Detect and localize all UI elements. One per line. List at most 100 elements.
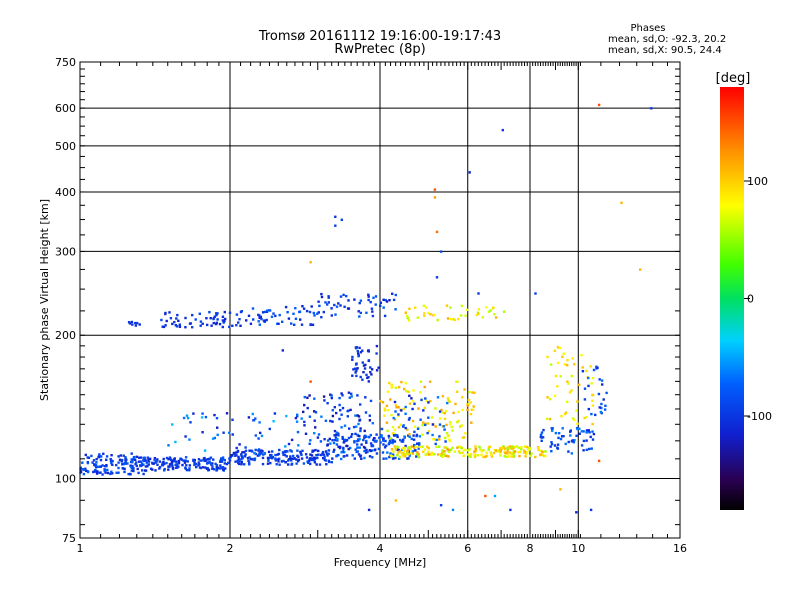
- data-point: [359, 429, 362, 433]
- data-point: [345, 454, 349, 457]
- data-point: [305, 309, 309, 313]
- data-point: [331, 420, 334, 423]
- data-point: [449, 306, 452, 309]
- data-point: [471, 408, 475, 411]
- data-point: [309, 380, 312, 383]
- data-point: [417, 455, 421, 459]
- data-point: [525, 445, 529, 449]
- data-point: [99, 458, 103, 462]
- data-point: [342, 446, 345, 450]
- data-point: [453, 318, 456, 322]
- data-point: [358, 346, 361, 350]
- data-point: [269, 456, 272, 459]
- data-point: [331, 439, 334, 442]
- data-point: [401, 440, 405, 443]
- data-point: [358, 434, 361, 438]
- data-point: [435, 230, 439, 234]
- data-point: [587, 429, 590, 432]
- data-point: [415, 433, 419, 437]
- data-point: [567, 382, 570, 385]
- data-point: [98, 471, 101, 474]
- data-point: [478, 445, 481, 449]
- x-tick-label: 8: [527, 542, 534, 555]
- data-point: [539, 433, 543, 436]
- data-point: [211, 467, 214, 470]
- data-point: [165, 319, 168, 323]
- data-point: [302, 462, 306, 465]
- data-point: [546, 355, 549, 359]
- data-point: [300, 417, 303, 420]
- data-point: [253, 457, 257, 460]
- data-point: [259, 315, 262, 318]
- data-point: [170, 458, 173, 462]
- data-point: [297, 444, 300, 447]
- data-point: [225, 462, 229, 466]
- data-point: [382, 443, 385, 446]
- data-point: [463, 388, 466, 391]
- data-point: [220, 457, 223, 460]
- data-point: [484, 494, 487, 498]
- data-point: [542, 454, 546, 458]
- data-point: [287, 317, 291, 320]
- data-point: [540, 436, 543, 439]
- data-point: [175, 317, 178, 320]
- data-point: [445, 432, 449, 435]
- data-point: [441, 455, 444, 458]
- data-point: [322, 395, 326, 398]
- data-point: [332, 441, 336, 445]
- data-point: [329, 419, 332, 423]
- data-point: [210, 324, 213, 327]
- data-point: [359, 427, 362, 430]
- data-point: [267, 309, 271, 312]
- data-point: [225, 412, 229, 415]
- data-point: [360, 457, 363, 460]
- data-point: [326, 443, 329, 446]
- data-point: [324, 450, 328, 453]
- data-point: [575, 511, 578, 514]
- data-point: [296, 413, 299, 416]
- data-point: [456, 421, 459, 424]
- data-point: [585, 439, 588, 442]
- data-point: [309, 453, 312, 456]
- data-point: [302, 410, 305, 414]
- data-point: [303, 395, 306, 399]
- data-point: [124, 459, 128, 462]
- data-point: [438, 410, 442, 413]
- data-point: [304, 453, 308, 456]
- data-point: [276, 458, 279, 461]
- data-point: [343, 451, 346, 454]
- data-point: [499, 454, 502, 457]
- data-point: [460, 304, 464, 308]
- data-point: [419, 380, 423, 383]
- data-point: [182, 459, 185, 462]
- colorbar-ticks: 100 0 -100: [744, 175, 772, 423]
- data-point: [206, 458, 209, 461]
- data-point: [333, 438, 337, 442]
- data-point: [212, 321, 215, 325]
- data-point: [423, 448, 427, 451]
- data-point: [206, 323, 209, 327]
- data-point: [427, 450, 430, 453]
- data-point: [404, 412, 407, 415]
- data-point: [578, 427, 581, 430]
- data-point: [307, 461, 310, 464]
- axis-ticks: 1 2 4 6 8 10 16 75 100 200 300 400 500 600 750: [55, 56, 687, 555]
- data-point: [438, 435, 441, 438]
- data-point: [373, 437, 376, 440]
- data-point: [106, 471, 110, 475]
- data-point: [406, 457, 409, 460]
- data-point: [313, 314, 316, 317]
- data-point: [553, 394, 557, 398]
- data-point: [564, 412, 567, 416]
- data-point: [285, 455, 288, 458]
- data-point: [269, 461, 272, 465]
- data-point: [485, 454, 489, 458]
- data-point: [418, 442, 421, 445]
- data-point: [496, 450, 499, 453]
- data-point: [228, 431, 231, 434]
- data-point: [400, 451, 403, 455]
- data-point: [544, 450, 547, 453]
- data-point: [213, 315, 216, 318]
- data-point: [274, 457, 277, 460]
- data-point: [216, 318, 219, 321]
